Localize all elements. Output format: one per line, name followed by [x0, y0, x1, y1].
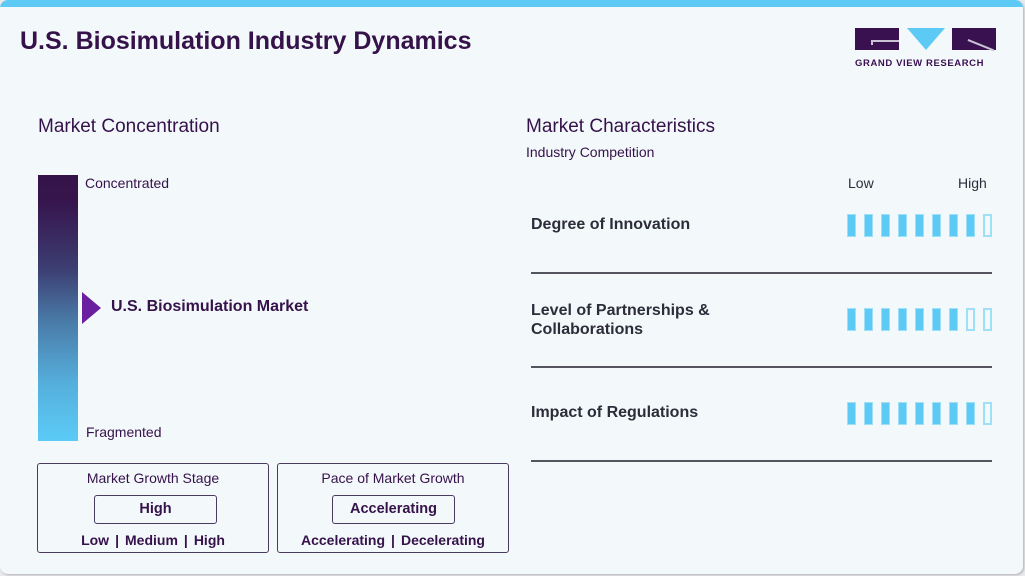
degree-of-innovation-rating [847, 214, 992, 237]
rating-segment-filled [898, 308, 907, 331]
market-characteristics-heading: Market Characteristics [526, 116, 715, 137]
growth-pace-scale: Accelerating | Decelerating [278, 532, 508, 548]
label-line-2: Collaborations [531, 321, 644, 338]
scale-accelerating: Accelerating [300, 532, 386, 548]
rating-segment-filled [966, 214, 975, 237]
logo-g-block [855, 28, 899, 50]
rating-segment-filled [881, 214, 890, 237]
logo-g-notch [871, 40, 899, 42]
growth-pace-title: Pace of Market Growth [321, 470, 465, 486]
market-concentration-heading: Market Concentration [38, 116, 220, 137]
rating-segment-filled [847, 402, 856, 425]
scale-high: High [193, 532, 225, 548]
concentrated-label: Concentrated [85, 175, 170, 191]
page-title: U.S. Biosimulation Industry Dynamics [20, 27, 472, 55]
market-position-pointer-icon [82, 292, 101, 324]
rating-segment-filled [932, 402, 941, 425]
impact-of-regulations-label: Impact of Regulations [531, 404, 699, 421]
rating-segment-empty [983, 402, 992, 425]
scale-separator: | [183, 532, 188, 548]
rating-segment-empty [983, 214, 992, 237]
label-line-1: Level of Partnerships & [531, 302, 710, 319]
impact-of-regulations-rating [847, 402, 992, 425]
concentration-gradient-bar [38, 175, 78, 441]
rating-segment-filled [864, 402, 873, 425]
growth-stage-title: Market Growth Stage [86, 470, 220, 486]
row-divider [531, 272, 992, 274]
pace-of-market-growth-box: Pace of Market Growth Accelerating Accel… [277, 463, 509, 553]
rating-segment-filled [949, 308, 958, 331]
rating-segment-filled [881, 402, 890, 425]
scale-decelerating: Decelerating [400, 532, 485, 548]
rating-segment-filled [847, 214, 856, 237]
top-accent-bar [0, 0, 1023, 7]
rating-segment-filled [915, 214, 924, 237]
market-growth-stage-box: Market Growth Stage High Low | Medium | High [37, 463, 269, 553]
row-divider [531, 460, 992, 462]
row-divider [531, 366, 992, 368]
scale-medium: Medium [125, 532, 178, 548]
rating-segment-empty [966, 308, 975, 331]
growth-pace-value: Accelerating [332, 495, 455, 524]
rating-segment-filled [949, 214, 958, 237]
market-position-label: U.S. Biosimulation Market [111, 298, 309, 315]
scale-separator: | [115, 532, 119, 548]
growth-stage-value: High [94, 495, 217, 524]
partnerships-collaborations-label: Level of Partnerships & Collaborations [531, 301, 710, 339]
growth-stage-scale: Low | Medium | High [38, 532, 268, 548]
rating-segment-filled [898, 402, 907, 425]
logo-v-triangle-icon [907, 28, 945, 50]
rating-segment-filled [949, 402, 958, 425]
scale-separator: | [391, 532, 395, 548]
rating-segment-empty [983, 308, 992, 331]
grand-view-research-logo: GRAND VIEW RESEARCH [855, 28, 997, 70]
rating-segment-filled [881, 308, 890, 331]
rating-segment-filled [915, 402, 924, 425]
rating-segment-filled [932, 214, 941, 237]
logo-g-notch-vertical [871, 40, 873, 45]
rating-segment-filled [847, 308, 856, 331]
rating-segment-filled [915, 308, 924, 331]
logo-r-block [952, 28, 996, 50]
scale-high-label: High [958, 175, 987, 191]
logo-text: GRAND VIEW RESEARCH [855, 58, 985, 69]
fragmented-label: Fragmented [86, 424, 162, 440]
rating-segment-filled [864, 214, 873, 237]
rating-segment-filled [898, 214, 907, 237]
degree-of-innovation-label: Degree of Innovation [531, 216, 691, 233]
rating-segment-filled [864, 308, 873, 331]
rating-segment-filled [966, 402, 975, 425]
partnerships-collaborations-rating [847, 308, 992, 331]
rating-segment-filled [932, 308, 941, 331]
industry-competition-subheading: Industry Competition [526, 144, 655, 160]
scale-low-label: Low [848, 175, 874, 191]
scale-low: Low [81, 532, 110, 548]
